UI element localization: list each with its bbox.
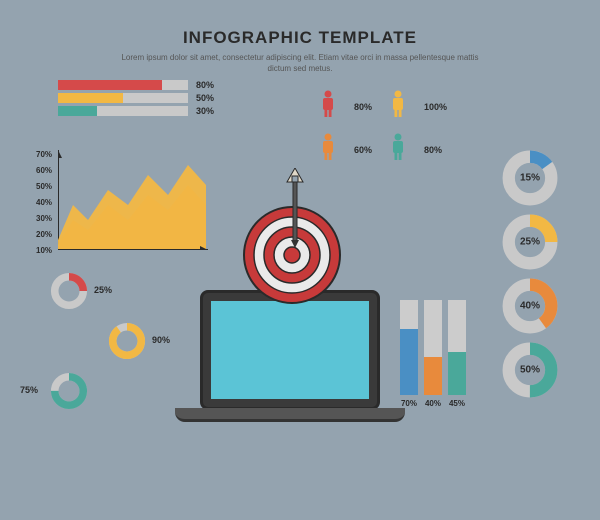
person-icon (390, 90, 406, 123)
vbar-col: 70% (400, 300, 418, 408)
hbar-row: 80% (58, 80, 214, 90)
horizontal-bar-chart: 80% 50% 30% (58, 80, 214, 119)
people-stats: 80% 100% 60% 80% (320, 90, 447, 166)
donut-label: 90% (152, 335, 170, 345)
person-label: 100% (424, 102, 447, 112)
donut-label: 40% (520, 301, 540, 312)
area-chart: 70%60%50%40%30%20%10% (58, 150, 208, 255)
vbar-label: 40% (425, 399, 441, 408)
vbar-col: 40% (424, 300, 442, 408)
vbar-label: 45% (449, 399, 465, 408)
donut-label: 75% (20, 385, 38, 395)
vertical-bar-chart: 70% 40% 45% (400, 300, 466, 408)
hbar-label: 30% (196, 106, 214, 116)
donut-large: 15% (502, 150, 558, 206)
hbar-row: 50% (58, 93, 214, 103)
person-icon (390, 133, 406, 166)
axis-label: 20% (36, 230, 52, 239)
axis-label: 40% (36, 198, 52, 207)
donut-large: 40% (502, 278, 558, 334)
axis-label: 50% (36, 182, 52, 191)
donut-small: 25% (48, 270, 148, 312)
vbar-col: 45% (448, 300, 466, 408)
donut-left-group: 25% 90% 75% (48, 270, 148, 420)
donut-small: 90% (106, 320, 148, 362)
donut-label: 15% (520, 173, 540, 184)
donut-small: 75% (48, 370, 148, 412)
vbar-label: 70% (401, 399, 417, 408)
donut-large: 50% (502, 342, 558, 398)
person-icon (320, 133, 336, 166)
arrow-icon (285, 168, 305, 238)
person-label: 80% (424, 145, 447, 155)
hbar-label: 50% (196, 93, 214, 103)
page-title: INFOGRAPHIC TEMPLATE (0, 0, 600, 48)
hbar-label: 80% (196, 80, 214, 90)
axis-label: 10% (36, 246, 52, 255)
axis-label: 30% (36, 214, 52, 223)
donut-label: 50% (520, 365, 540, 376)
person-label: 80% (354, 102, 372, 112)
donut-label: 25% (520, 237, 540, 248)
donut-label: 25% (94, 285, 112, 295)
person-icon (320, 90, 336, 123)
page-subtitle: Lorem ipsum dolor sit amet, consectetur … (0, 48, 600, 74)
person-label: 60% (354, 145, 372, 155)
hbar-row: 30% (58, 106, 214, 116)
laptop-illustration (175, 290, 405, 422)
axis-label: 70% (36, 150, 52, 159)
donut-large: 25% (502, 214, 558, 270)
axis-label: 60% (36, 166, 52, 175)
donut-right-group: 15% 25% 40% 50% (502, 150, 558, 398)
